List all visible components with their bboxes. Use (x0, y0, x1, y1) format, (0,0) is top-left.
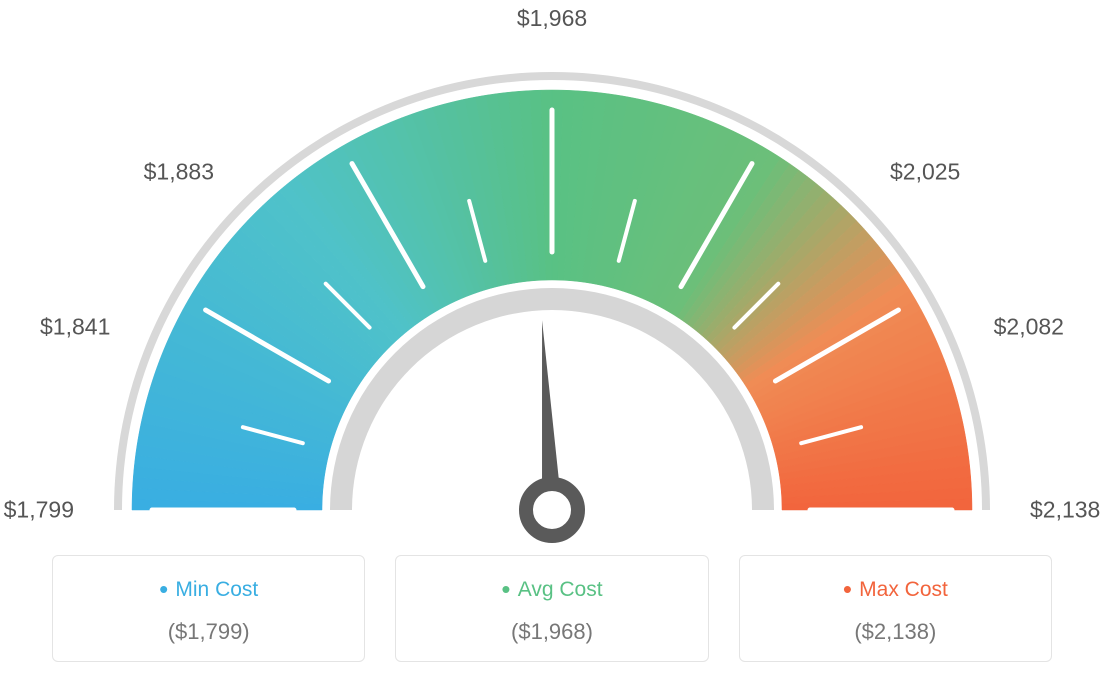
legend-min-value: ($1,799) (63, 619, 354, 645)
cost-gauge-chart: $1,799 $1,841 $1,883 $1,968 $2,025 $2,082 $2,1… (0, 0, 1104, 690)
legend-avg-value: ($1,968) (406, 619, 697, 645)
gauge: $1,799$1,841$1,883$1,968$2,025$2,082$2,1… (52, 20, 1052, 540)
gauge-tick-label: $2,025 (890, 159, 960, 186)
gauge-tick-label: $1,883 (144, 159, 214, 186)
gauge-tick-label: $1,968 (517, 5, 587, 32)
gauge-tick-label: $1,841 (40, 314, 110, 341)
gauge-tick-label: $2,138 (1030, 497, 1100, 524)
gauge-tick-label: $2,082 (994, 314, 1064, 341)
legend-row: Min Cost ($1,799) Avg Cost ($1,968) Max … (52, 555, 1052, 662)
legend-max-card: Max Cost ($2,138) (739, 555, 1052, 662)
gauge-svg (52, 20, 1052, 560)
legend-max-title: Max Cost (750, 574, 1041, 605)
gauge-tick-label: $1,799 (4, 497, 74, 524)
legend-min-card: Min Cost ($1,799) (52, 555, 365, 662)
legend-min-title: Min Cost (63, 574, 354, 605)
legend-avg-title: Avg Cost (406, 574, 697, 605)
legend-max-value: ($2,138) (750, 619, 1041, 645)
legend-avg-card: Avg Cost ($1,968) (395, 555, 708, 662)
